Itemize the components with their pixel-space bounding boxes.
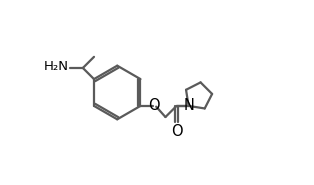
- Text: H₂N: H₂N: [44, 60, 69, 73]
- Text: O: O: [149, 98, 160, 113]
- Text: N: N: [183, 98, 194, 113]
- Text: O: O: [171, 124, 182, 139]
